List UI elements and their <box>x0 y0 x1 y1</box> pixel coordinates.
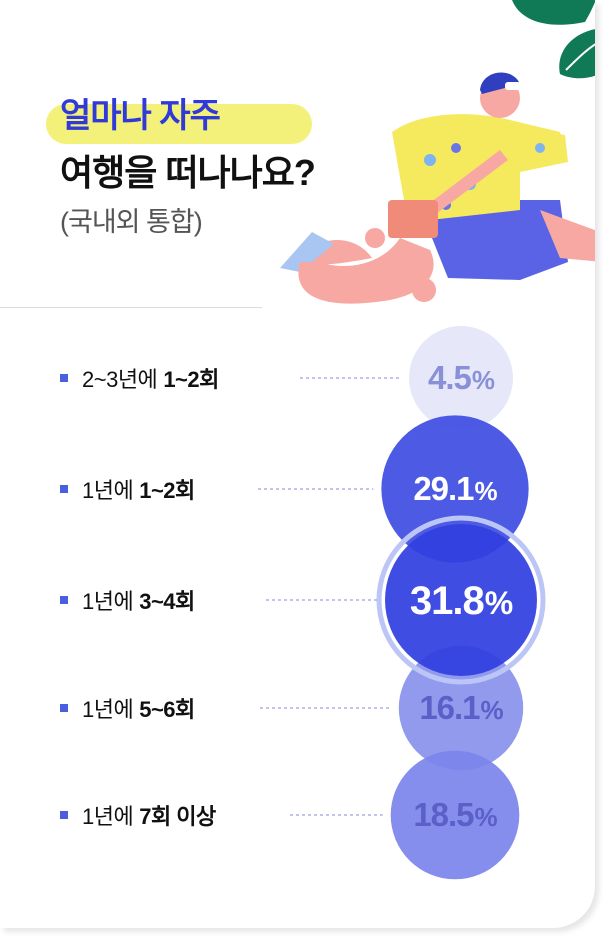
traveler-illustration <box>280 0 595 304</box>
bullet-icon <box>60 596 68 604</box>
data-label-5: 18.5% <box>413 796 497 833</box>
bullet-icon <box>60 811 68 819</box>
chart-header: 얼마나 자주 여행을 떠나나요? (국내외 통합) <box>46 92 316 242</box>
title-highlight <box>46 104 312 144</box>
leaf-icon <box>512 0 595 79</box>
bubble-circle <box>385 524 537 676</box>
highlight-ring <box>376 515 546 685</box>
category-label-4: 1년에 5~6회 <box>60 691 195 725</box>
category-frequency: 3~4회 <box>139 589 195 614</box>
category-prefix: 1년에 <box>82 478 134 503</box>
category-prefix: 1년에 <box>82 589 134 614</box>
bubble-5 <box>390 750 520 880</box>
header-divider <box>0 307 262 308</box>
bubble-chart: 4.5% 29.1% 31.8% 16.1% 18.5% <box>258 326 546 880</box>
bubble-circle <box>409 326 513 430</box>
category-label-5: 1년에 7회 이상 <box>60 798 216 832</box>
infographic-card: 얼마나 자주 여행을 떠나나요? (국내외 통합) 2~3년에 1~2회 1년에 1~… <box>0 0 595 880</box>
bubble-3 <box>376 515 546 685</box>
category-frequency: 5~6회 <box>139 697 195 722</box>
chart-title-line1: 얼마나 자주 <box>60 97 221 135</box>
chart-subtitle: (국내외 통합) <box>60 207 203 237</box>
data-label-2: 29.1% <box>413 470 497 507</box>
category-frequency: 7회 이상 <box>139 804 216 829</box>
bubble-1 <box>409 326 513 430</box>
data-label-1: 4.5% <box>428 359 495 396</box>
bullet-icon <box>60 374 68 382</box>
bullet-icon <box>60 485 68 493</box>
category-prefix: 1년에 <box>82 804 134 829</box>
category-label-1: 2~3년에 1~2회 <box>60 361 219 395</box>
category-frequency: 1~2회 <box>139 478 195 503</box>
data-label-4: 16.1% <box>419 689 503 726</box>
category-frequency: 1~2회 <box>163 367 219 392</box>
category-label-3: 1년에 3~4회 <box>60 583 195 617</box>
data-label-3: 31.8% <box>410 579 513 623</box>
bubble-circle <box>390 750 520 880</box>
bullet-icon <box>60 704 68 712</box>
traveler-figure <box>280 72 595 304</box>
chart-title-line2: 여행을 떠나나요? <box>60 152 316 193</box>
category-prefix: 1년에 <box>82 697 134 722</box>
category-label-2: 1년에 1~2회 <box>60 472 195 506</box>
category-prefix: 2~3년에 <box>82 367 158 392</box>
